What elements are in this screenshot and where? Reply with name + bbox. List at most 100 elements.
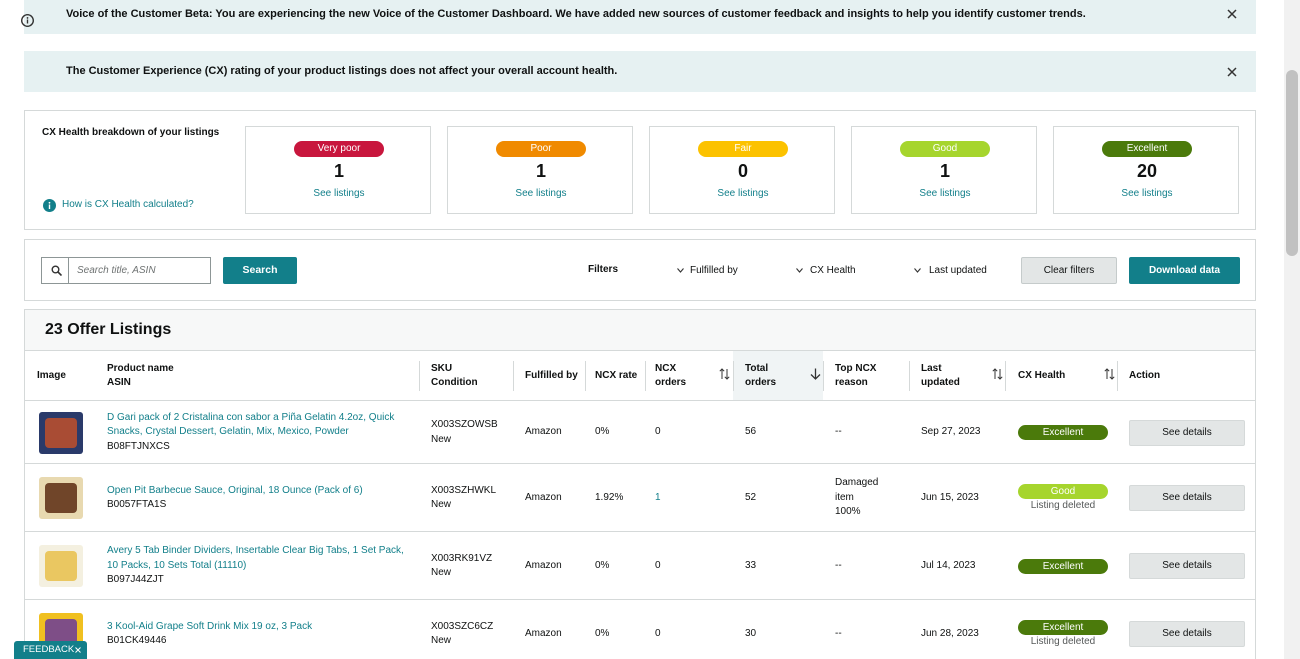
table-row: Avery 5 Tab Binder Dividers, Insertable … (25, 532, 1255, 600)
table-cell: Jun 28, 2023 (921, 600, 1001, 659)
health-card: Fair 0 See listings (649, 126, 835, 214)
download-button[interactable]: Download data (1129, 257, 1240, 284)
search-placeholder[interactable]: Search title, ASIN (77, 265, 156, 276)
column-header: Product name ASIN (107, 351, 174, 400)
total-orders: 33 (745, 559, 757, 571)
header-text: Image (37, 369, 66, 381)
column-header: Fulfilled by (525, 351, 578, 400)
health-card: Poor 1 See listings (447, 126, 633, 214)
feedback-tab[interactable]: FEEDBACK (14, 641, 87, 659)
table-cell: 0% (595, 532, 645, 600)
see-details-button[interactable]: See details (1129, 553, 1245, 579)
filters-label: Filters (588, 264, 619, 275)
health-card: Excellent 20 See listings (1053, 126, 1239, 214)
sort-icon[interactable] (992, 368, 1003, 380)
product-name-link[interactable]: Open Pit Barbecue Sauce, Original, 18 Ou… (107, 484, 363, 496)
table-cell: Avery 5 Tab Binder Dividers, Insertable … (107, 532, 412, 600)
search-icon (51, 265, 62, 276)
asin: B097J44ZJT (107, 574, 164, 586)
chevron-icon[interactable] (914, 268, 921, 273)
column-header[interactable]: Total orders (745, 351, 776, 400)
help-link[interactable]: How is CX Health calculated? (62, 199, 194, 210)
sku: X003SZC6CZ (431, 620, 494, 632)
header-text: NCX (655, 362, 677, 374)
close-icon[interactable] (1227, 9, 1237, 19)
table-cell: Amazon (525, 401, 585, 464)
ncx-rate: 0% (595, 426, 610, 438)
condition: New (431, 635, 452, 646)
table-row: 3 Kool-Aid Grape Soft Drink Mix 19 oz, 3… (25, 600, 1255, 659)
table-cell: X003SZC6CZ New (431, 600, 511, 659)
see-listings-link[interactable]: See listings (717, 188, 769, 199)
column-header[interactable]: NCX orders (655, 351, 686, 400)
product-name-link[interactable]: Avery 5 Tab Binder Dividers, Insertable … (107, 545, 404, 571)
scrollbar-thumb[interactable] (1286, 70, 1298, 256)
ncx-orders[interactable]: 1 (655, 491, 661, 503)
last-updated: Sep 27, 2023 (921, 426, 981, 438)
table-cell: 0 (655, 401, 715, 464)
see-listings-link[interactable]: See listings (515, 188, 567, 199)
product-name-link[interactable]: D Gari pack of 2 Cristalina con sabor a … (107, 411, 395, 438)
see-details-button[interactable]: See details (1129, 621, 1245, 647)
table-cell: D Gari pack of 2 Cristalina con sabor a … (107, 401, 412, 464)
see-details-button[interactable]: See details (1129, 419, 1245, 446)
table-cell: Jun 15, 2023 (921, 464, 1001, 532)
asin: B01CK49446 (107, 635, 167, 646)
fulfilled-by: Amazon (525, 559, 562, 571)
health-badge: Good (900, 141, 990, 157)
see-details-button[interactable]: See details (1129, 485, 1245, 511)
table-cell: 33 (745, 532, 805, 600)
asin: B0057FTA1S (107, 499, 167, 510)
cx-health-panel: CX Health breakdown of your listings How … (24, 110, 1256, 230)
close-icon[interactable] (1227, 66, 1237, 77)
sku: X003SZHWKL (431, 484, 497, 496)
search-button[interactable]: Search (223, 257, 297, 284)
clear-filters-button[interactable]: Clear filters (1021, 257, 1117, 284)
column-header: Action (1129, 351, 1160, 400)
health-badge: Excellent (1018, 558, 1108, 574)
table-cell: Sep 27, 2023 (921, 401, 1001, 464)
sort-icon[interactable] (1104, 368, 1115, 380)
header-text: Action (1129, 369, 1161, 381)
search-divider (68, 258, 69, 283)
column-divider (513, 361, 514, 391)
filter-dropdown[interactable]: Fulfilled by (690, 265, 738, 276)
feedback-close[interactable] (75, 647, 81, 653)
filter-dropdown[interactable]: CX Health (810, 265, 856, 276)
product-image (39, 545, 83, 587)
see-listings-link[interactable]: See listings (919, 188, 971, 199)
table-cell: -- (835, 401, 887, 464)
table-cell: 0% (595, 401, 645, 464)
search-box[interactable]: Search title, ASIN (41, 257, 211, 284)
last-updated: Jun 15, 2023 (921, 491, 979, 503)
column-divider (1005, 361, 1006, 391)
health-count: 0 (737, 161, 748, 181)
product-name-link[interactable]: 3 Kool-Aid Grape Soft Drink Mix 19 oz, 3… (107, 620, 313, 632)
column-header[interactable]: Last updated (921, 351, 960, 400)
column-header[interactable]: CX Health (1018, 351, 1065, 400)
condition: New (431, 567, 452, 578)
total-orders: 56 (745, 426, 757, 438)
table-cell: Amazon (525, 464, 585, 532)
ncx-rate: 1.92% (595, 491, 624, 503)
table-header-bar (25, 310, 1255, 351)
column-header: Image (37, 351, 66, 400)
header-text: SKU (431, 362, 453, 374)
top-ncx-reason: 100% (835, 506, 861, 518)
asin: B08FTJNXCS (107, 440, 170, 452)
sort-icon[interactable] (719, 368, 730, 380)
product-image (39, 477, 83, 519)
header-text: reason (835, 376, 868, 388)
listings-table: 23 Offer Listings Image Product name ASIN SK… (24, 309, 1256, 659)
see-listings-link[interactable]: See listings (1121, 188, 1173, 199)
column-divider (419, 361, 420, 391)
sort-icon[interactable] (810, 368, 821, 380)
filter-dropdown[interactable]: Last updated (929, 265, 987, 276)
info-icon (21, 14, 34, 27)
chevron-icon[interactable] (677, 268, 684, 273)
chevron-icon[interactable] (796, 268, 803, 273)
see-listings-link[interactable]: See listings (313, 188, 365, 199)
table-cell: 30 (745, 600, 805, 659)
table-cell: Excellent (1018, 532, 1108, 600)
